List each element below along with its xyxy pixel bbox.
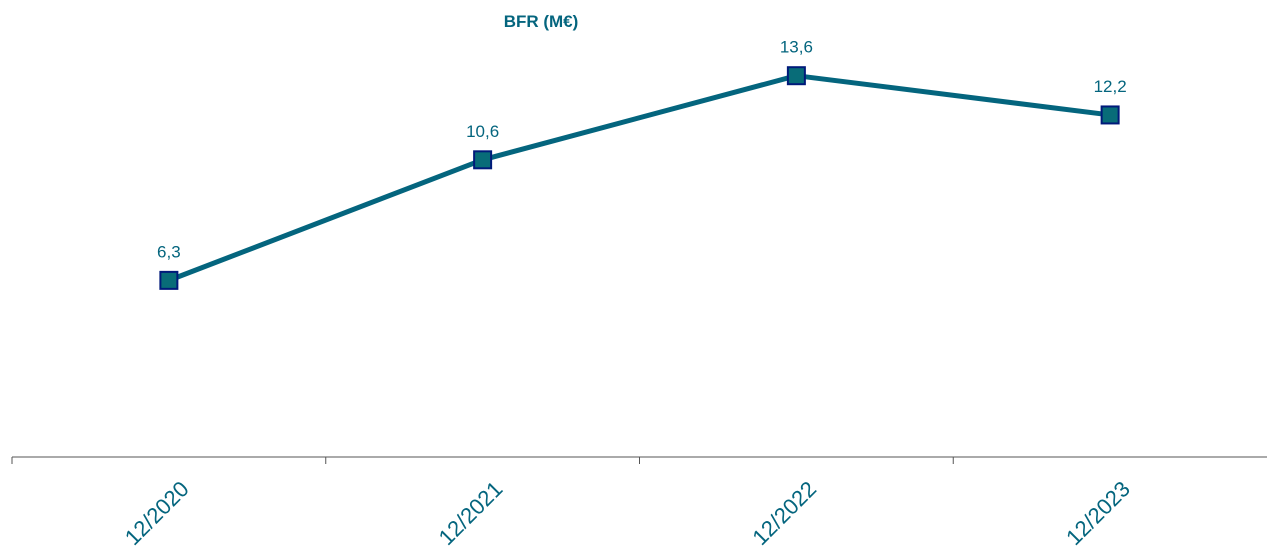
x-tick-label: 12/2021 xyxy=(434,476,508,549)
x-tick-label: 12/2022 xyxy=(747,476,821,549)
data-label: 10,6 xyxy=(466,122,499,141)
series-markers xyxy=(159,66,1120,290)
data-point-marker xyxy=(473,150,493,170)
data-label: 6,3 xyxy=(157,242,181,261)
data-label: 12,2 xyxy=(1094,77,1127,96)
data-point-marker xyxy=(786,66,806,86)
data-point-marker xyxy=(159,270,179,290)
data-label: 13,6 xyxy=(780,38,813,57)
series-line xyxy=(167,73,1111,283)
x-tick-label: 12/2020 xyxy=(120,476,194,549)
x-tick-label: 12/2023 xyxy=(1061,476,1135,549)
data-labels: 6,3 10,6 13,6 12,2 xyxy=(157,38,1127,262)
chart-title: BFR (M€) xyxy=(504,12,579,31)
x-axis-ticks xyxy=(11,457,954,464)
x-axis-tick-labels: 12/2020 12/2021 12/2022 12/2023 xyxy=(120,476,1135,549)
data-point-marker xyxy=(1100,105,1120,125)
